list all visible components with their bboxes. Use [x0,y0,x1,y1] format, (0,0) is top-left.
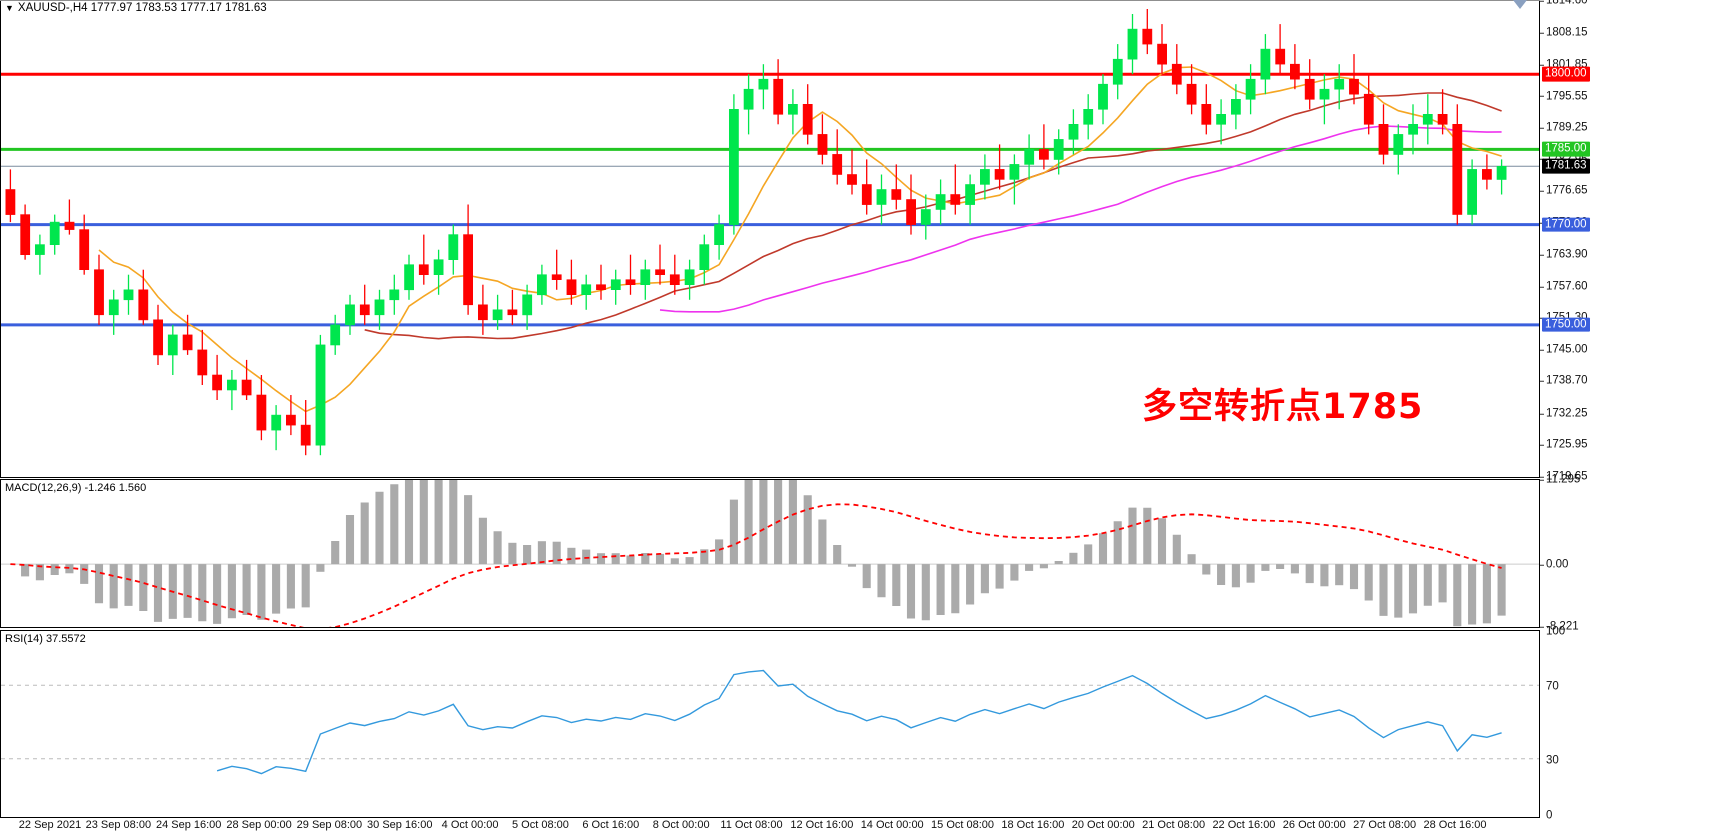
rsi-tick: 30 [1546,754,1559,767]
time-tick: 28 Oct 16:00 [1423,819,1487,831]
price-level-badge[interactable]: 1800.00 [1542,66,1590,82]
price-tick: 1725.95 [1546,438,1588,451]
chevron-down-icon[interactable]: ▼ [5,3,14,13]
price-tick: 1808.15 [1546,26,1588,39]
time-tick: 22 Oct 16:00 [1212,819,1276,831]
time-tick: 8 Oct 00:00 [652,819,710,831]
price-tick: 1763.90 [1546,248,1588,261]
macd-tick: -8.221 [1546,620,1579,633]
macd-chart-canvas [1,480,1539,627]
price-tick: 1789.25 [1546,121,1588,134]
time-tick: 18 Oct 16:00 [1001,819,1065,831]
price-tick: 1776.65 [1546,184,1588,197]
price-tick: 1732.25 [1546,407,1588,420]
time-tick: 5 Oct 08:00 [512,819,569,831]
price-tick: 1814.60 [1546,0,1588,7]
price-tick: 1757.60 [1546,280,1588,292]
time-tick: 23 Sep 08:00 [85,819,152,831]
time-tick: 6 Oct 16:00 [582,819,640,831]
time-tick: 24 Sep 16:00 [155,819,222,831]
time-tick: 4 Oct 00:00 [441,819,499,831]
price-tick: 1745.00 [1546,343,1588,356]
price-tick: 1738.70 [1546,374,1588,387]
time-tick: 21 Oct 08:00 [1142,819,1206,831]
price-axis[interactable]: 1814.60 1808.15 1801.85 1795.55 1789.25 1782.… [1540,0,1660,836]
time-tick: 27 Oct 08:00 [1353,819,1417,831]
macd-panel[interactable]: MACD(12,26,9) -1.246 1.560 [0,479,1540,628]
price-tick: 1782.95 [1546,153,1588,166]
time-tick: 29 Sep 08:00 [296,819,363,831]
price-level-badge[interactable]: 1770.00 [1542,217,1590,232]
time-tick: 12 Oct 16:00 [790,819,854,831]
time-tick: 28 Sep 00:00 [226,819,292,831]
price-chart-canvas [1,9,1539,456]
chart-annotation: 多空转折点1785 [1142,387,1424,427]
price-tick: 1801.85 [1546,58,1588,71]
top-separator [0,0,1540,1]
price-level-badge[interactable]: 1785.00 [1542,142,1590,157]
price-level-badge[interactable]: 1750.00 [1542,317,1590,333]
rsi-tick: 0 [1546,809,1553,822]
price-tick: 1795.55 [1546,89,1588,102]
time-tick: 20 Oct 00:00 [1071,819,1135,831]
symbol-ohlc-label: XAUUSD-,H4 1777.97 1783.53 1777.17 1781.… [17,2,267,14]
time-tick: 11 Oct 08:00 [720,819,783,831]
time-tick: 14 Oct 00:00 [860,819,924,831]
time-tick: 26 Oct 00:00 [1282,819,1346,831]
price-panel[interactable] [0,0,1540,478]
macd-tick: 0.00 [1546,558,1569,571]
rsi-label: RSI(14) 37.5572 [5,633,86,645]
macd-tick: 11.295 [1546,473,1581,486]
rsi-tick: 100 [1546,625,1566,638]
time-tick: 30 Sep 16:00 [367,819,433,831]
rsi-panel[interactable]: RSI(14) 37.5572 [0,630,1540,818]
rsi-chart-canvas [1,669,1539,775]
time-axis[interactable]: 22 Sep 2021 23 Sep 08:00 24 Sep 16:00 28 Se… [0,818,1540,836]
price-level-badge[interactable]: 1781.63 [1542,158,1590,174]
rsi-tick: 70 [1546,680,1559,693]
time-tick: 22 Sep 2021 [18,819,82,831]
chart-header: ▼ XAUUSD-,H4 1777.97 1783.53 1777.17 1781… [5,2,267,14]
macd-label: MACD(12,26,9) -1.246 1.560 [5,482,147,494]
crosshair-marker-icon [1513,0,1527,9]
time-tick: 15 Oct 08:00 [931,819,995,831]
